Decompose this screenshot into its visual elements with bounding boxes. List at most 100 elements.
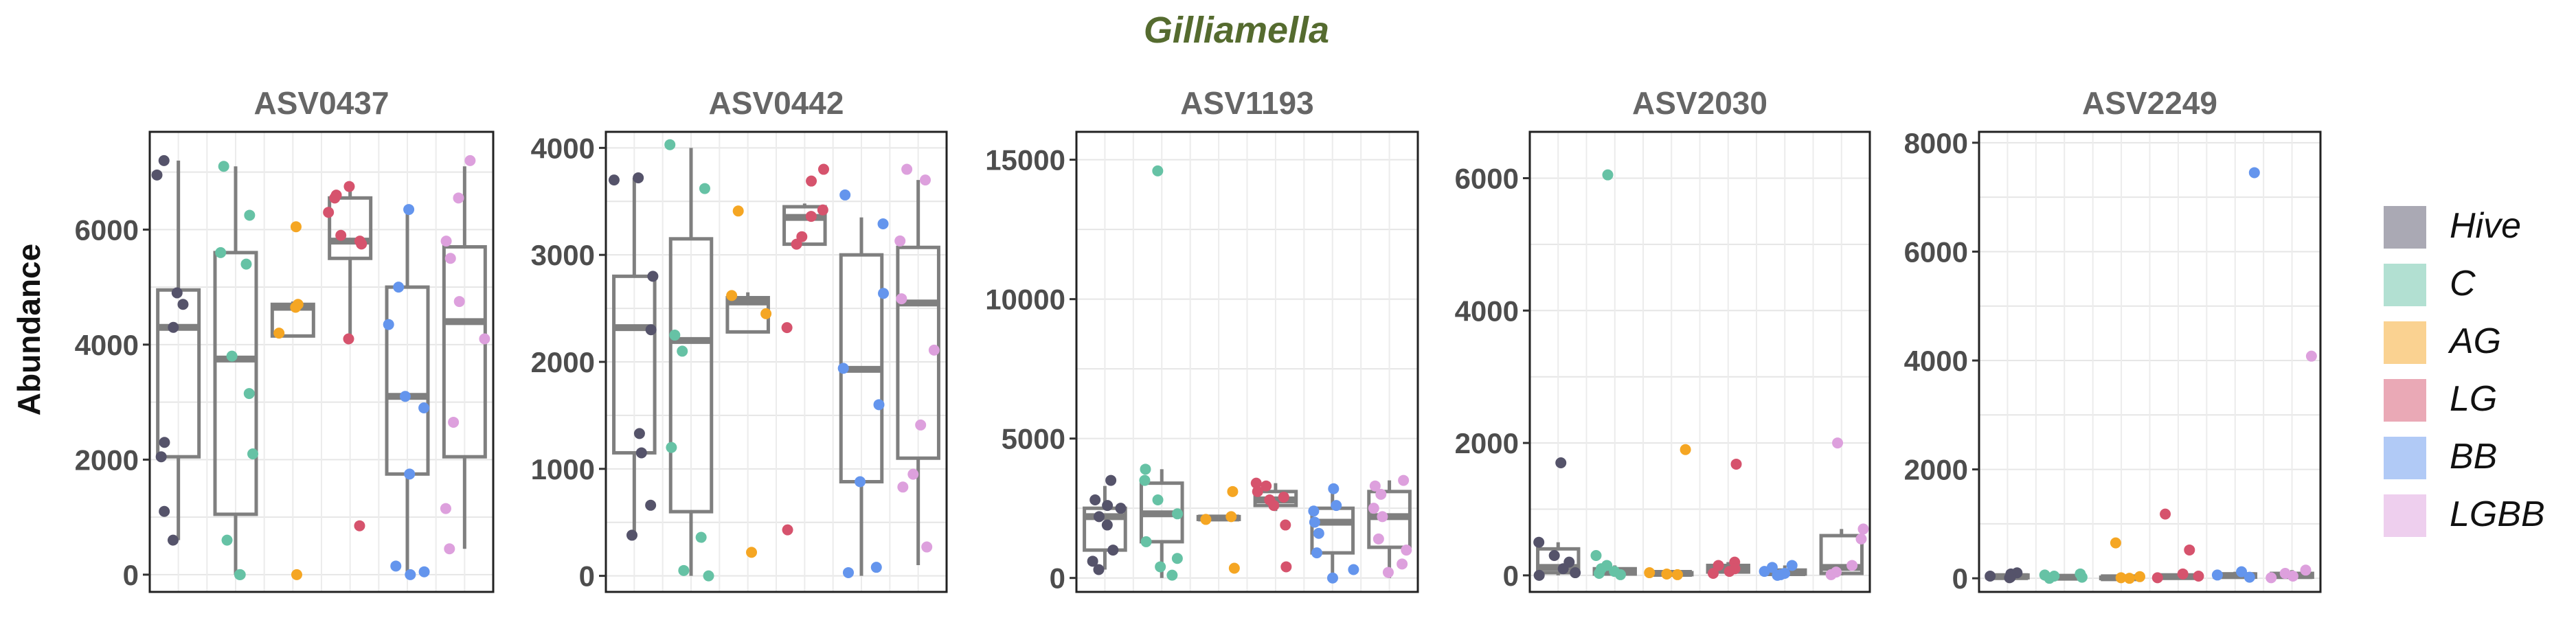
- data-point: [1398, 474, 1410, 486]
- data-point: [177, 299, 189, 310]
- box-body: [213, 251, 258, 516]
- legend-item-lg: LG: [2384, 379, 2497, 422]
- data-point: [1533, 536, 1545, 548]
- data-point: [1602, 169, 1614, 181]
- data-point: [842, 566, 854, 578]
- y-tick-label: 4000: [1904, 345, 1968, 377]
- data-point: [403, 204, 415, 216]
- box-body: [612, 274, 657, 455]
- data-point: [1225, 511, 1237, 523]
- data-point: [226, 350, 238, 362]
- data-point: [1311, 547, 1322, 559]
- data-point: [244, 209, 256, 221]
- data-point: [726, 290, 738, 301]
- data-point: [1382, 566, 1394, 578]
- data-point: [806, 175, 817, 187]
- box-AG: [1196, 485, 1241, 574]
- data-point: [781, 322, 793, 334]
- legend-label: C: [2450, 264, 2476, 304]
- data-point: [1533, 569, 1545, 581]
- y-tick-label: 15000: [985, 144, 1065, 176]
- data-point: [894, 235, 906, 247]
- data-point: [1152, 165, 1164, 176]
- data-point: [782, 524, 793, 536]
- data-point: [335, 229, 347, 241]
- data-point: [218, 161, 229, 172]
- box-LG: [323, 181, 373, 531]
- data-point: [695, 531, 707, 543]
- data-point: [1570, 567, 1581, 579]
- box-C: [213, 161, 259, 580]
- y-tick-label: 4000: [1455, 295, 1519, 327]
- box-BB: [1759, 560, 1807, 581]
- data-point: [1155, 561, 1166, 573]
- data-point: [877, 218, 889, 229]
- data-point: [1985, 571, 1996, 582]
- data-point: [901, 163, 913, 175]
- data-point: [159, 505, 170, 517]
- y-tick-label: 2000: [1455, 427, 1519, 459]
- data-point: [383, 319, 394, 330]
- data-point: [1252, 485, 1263, 497]
- y-tick-label: 0: [579, 560, 595, 593]
- data-point: [159, 437, 170, 448]
- panel-ASV2030: ASV2030 0 2000 4000 6000: [1455, 85, 1871, 593]
- data-point: [1724, 566, 1735, 577]
- data-point: [920, 174, 931, 186]
- data-point: [1227, 485, 1239, 497]
- panel-border: [1978, 130, 2322, 593]
- data-point: [1115, 503, 1127, 514]
- data-point: [2211, 569, 2223, 581]
- chart-title: Gilliamella: [1144, 10, 1329, 51]
- panel-ASV0442: ASV0442 0 1000 2000 3000 4000: [531, 85, 948, 593]
- data-point: [1326, 572, 1338, 584]
- data-point: [168, 321, 179, 333]
- data-point: [1644, 567, 1656, 579]
- data-point: [155, 451, 167, 463]
- data-point: [699, 183, 710, 194]
- data-point: [1857, 523, 1869, 535]
- data-point: [1328, 483, 1340, 494]
- data-point: [1555, 457, 1567, 469]
- data-point: [817, 204, 828, 216]
- panel-border: [1528, 130, 1871, 593]
- y-tick-label: 2000: [531, 346, 595, 378]
- box-C: [1139, 165, 1184, 581]
- panel-ASV0437: ASV0437 0 2000 4000 6000: [75, 85, 495, 593]
- data-point: [2134, 571, 2146, 582]
- box-LGBB: [440, 154, 490, 555]
- data-point: [635, 447, 647, 459]
- y-tick-label: 4000: [75, 329, 139, 361]
- data-point: [171, 287, 183, 299]
- y-tick-label: 8000: [1904, 127, 1968, 159]
- data-point: [323, 207, 335, 218]
- data-point: [2236, 566, 2248, 577]
- data-point: [732, 205, 744, 217]
- data-point: [2115, 572, 2127, 584]
- data-point: [626, 529, 638, 541]
- y-tick-label: 3000: [531, 239, 595, 271]
- data-point: [1401, 545, 1412, 556]
- data-point: [1590, 549, 1602, 561]
- data-point: [329, 192, 341, 204]
- data-point: [1397, 558, 1408, 570]
- panel-ASV2249: ASV2249 0 2000 4000 6000 8000: [1904, 85, 2322, 595]
- data-point: [453, 296, 465, 308]
- y-tick-label: 0: [1050, 562, 1065, 595]
- data-point: [2044, 573, 2055, 584]
- box-body: [782, 205, 827, 247]
- panels: ASV0437 0 2000 4000 6000 ASV0442 0 1000 2000 3000…: [75, 85, 2322, 595]
- data-point: [1614, 569, 1626, 580]
- y-tick-label: 6000: [1455, 162, 1519, 194]
- data-point: [221, 534, 233, 546]
- y-axis-label: Abundance: [11, 244, 47, 415]
- data-point: [1375, 488, 1387, 500]
- data-point: [404, 468, 416, 480]
- data-point: [2076, 571, 2088, 583]
- y-tick-label: 6000: [75, 214, 139, 246]
- panel-title: ASV2249: [2082, 85, 2217, 121]
- data-point: [343, 333, 354, 345]
- panel-title: ASV0442: [709, 85, 844, 121]
- data-point: [215, 247, 227, 258]
